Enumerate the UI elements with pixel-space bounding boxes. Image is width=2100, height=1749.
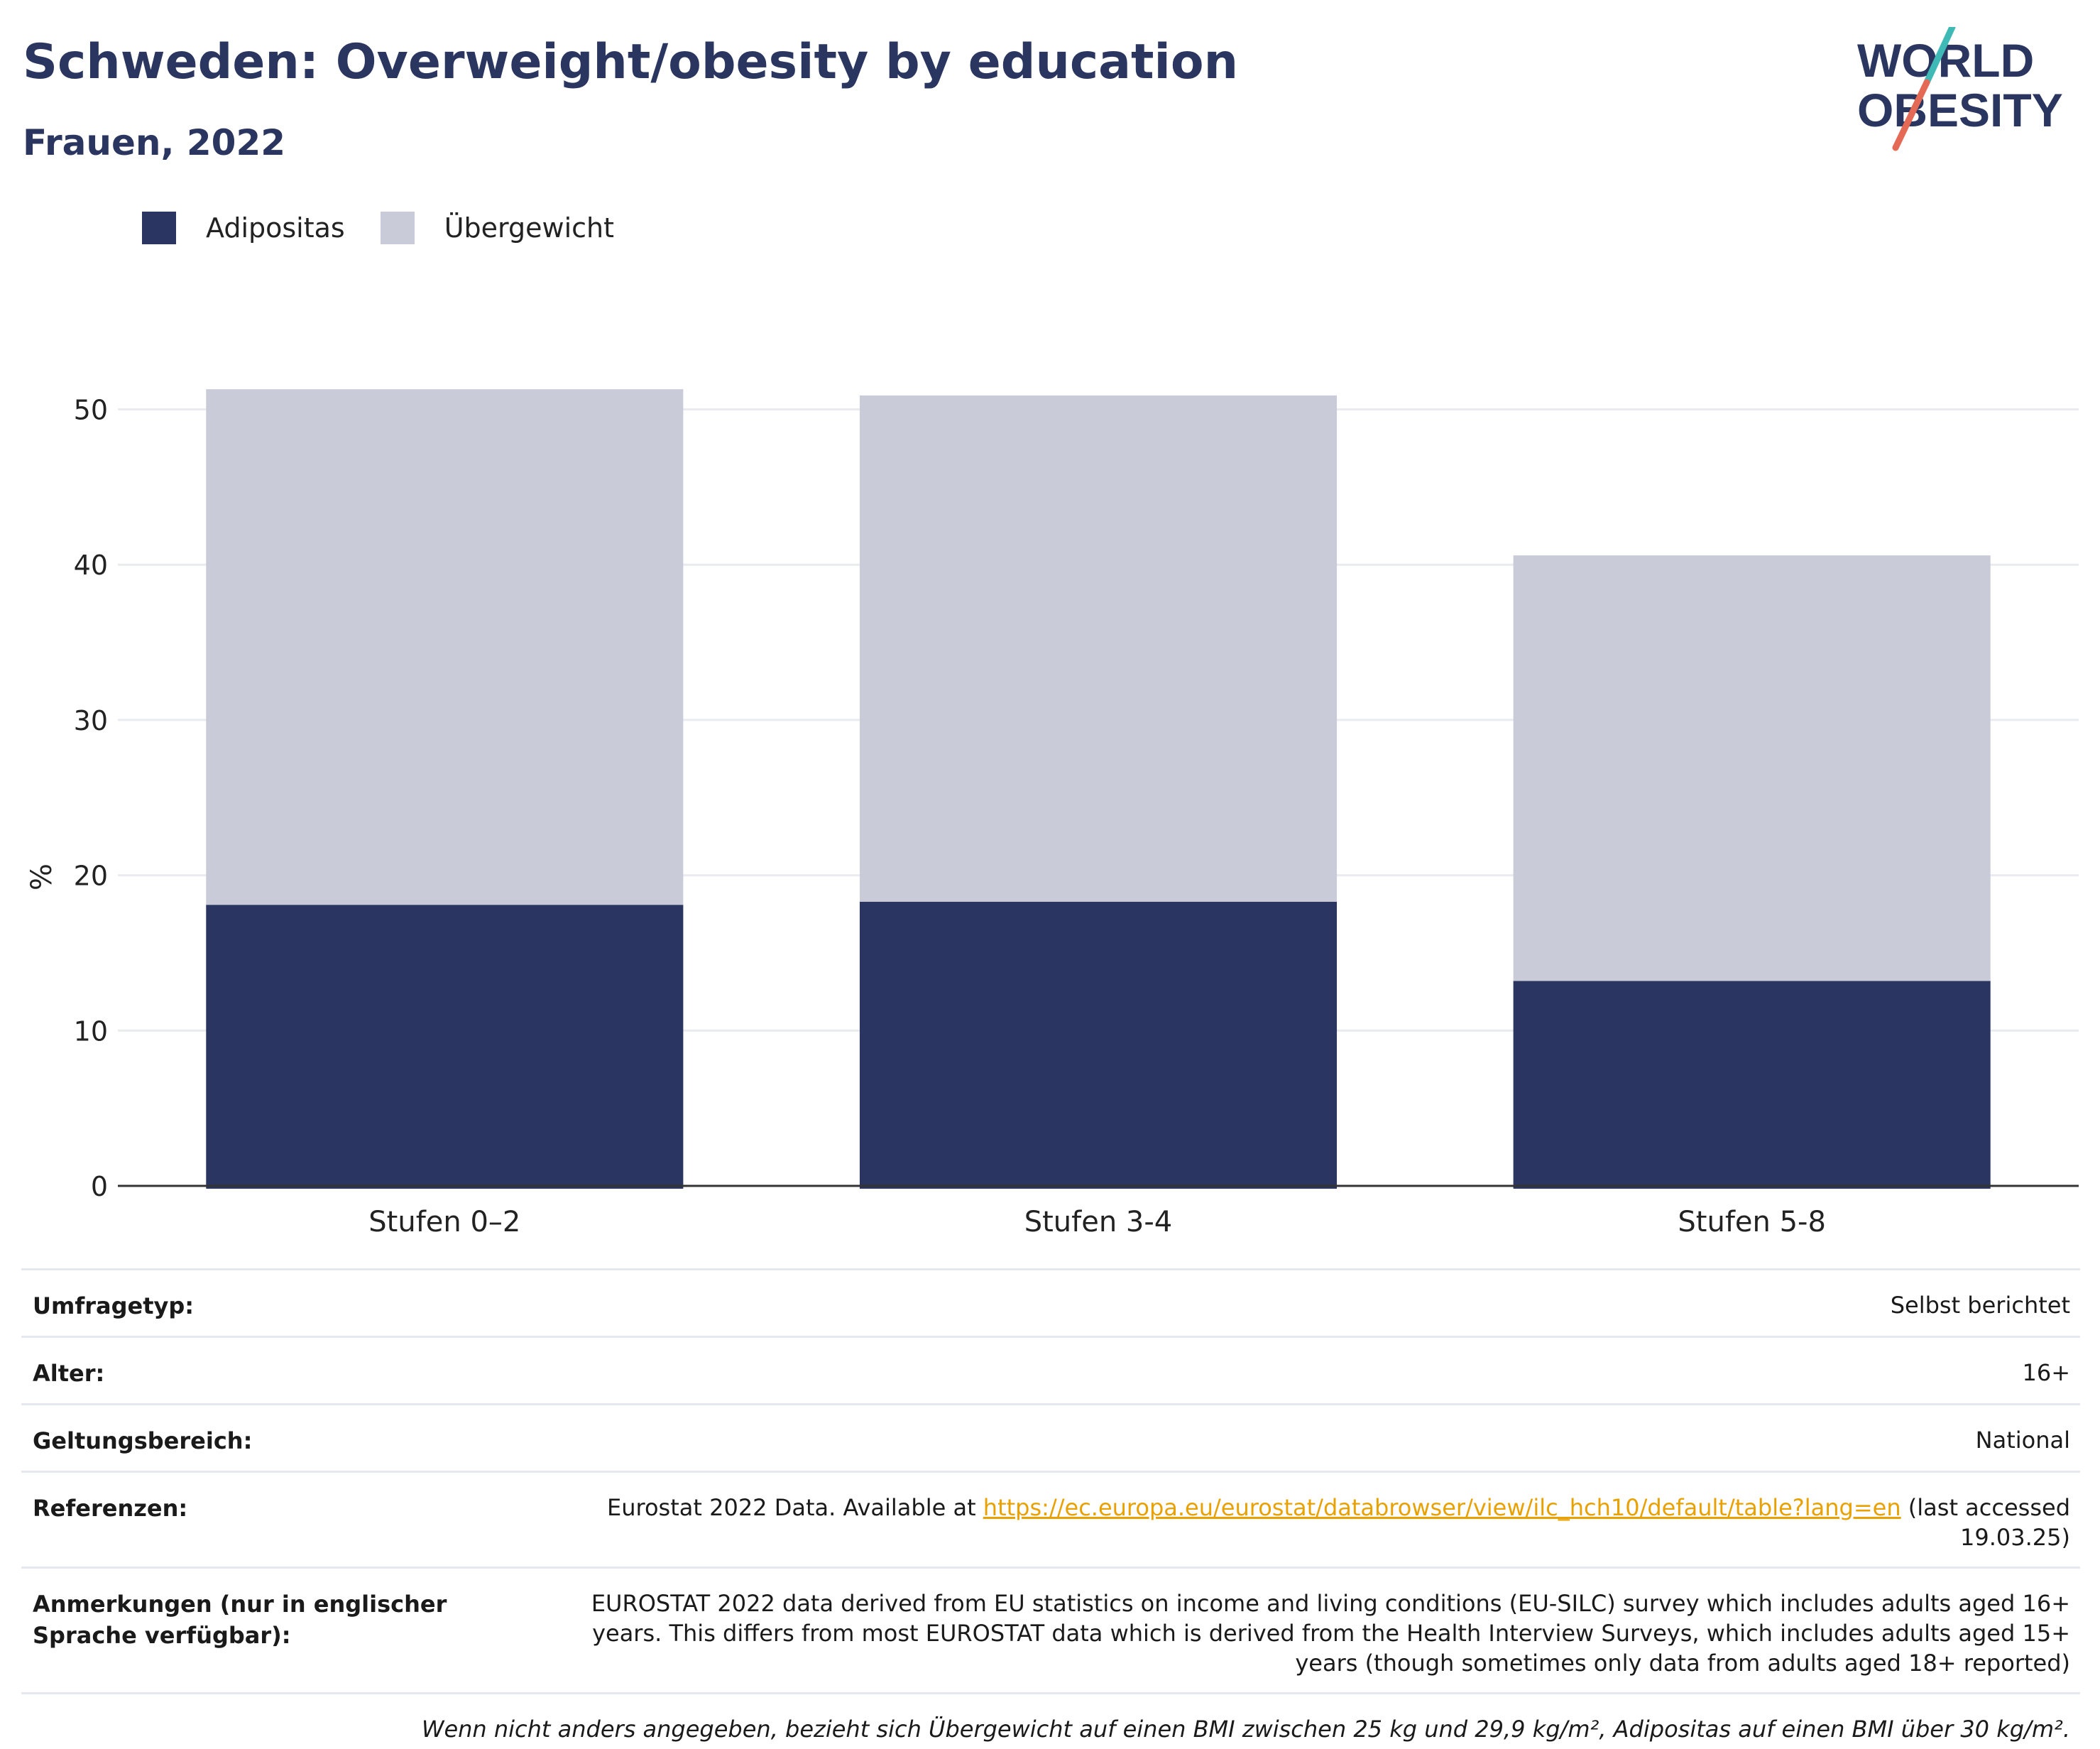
legend-item-obesity[interactable]: Adipositas	[142, 212, 345, 244]
y-tick-label: 10	[74, 1015, 108, 1047]
bar-segment-overweight	[859, 395, 1338, 902]
meta-key-age: Alter:	[33, 1360, 105, 1387]
references-prefix: Eurostat 2022 Data. Available at	[607, 1494, 983, 1521]
logo-slash-bottom	[1892, 79, 1930, 151]
meta-row-notes: Anmerkungen (nur in englischer Sprache v…	[21, 1567, 2080, 1692]
y-tick-label: 50	[74, 395, 108, 426]
logo-slash-top	[1923, 27, 1956, 86]
legend-label-overweight: Übergewicht	[444, 212, 614, 244]
meta-row-references: Referenzen: Eurostat 2022 Data. Availabl…	[21, 1471, 2080, 1567]
x-tick-label: Stufen 5-8	[1678, 1206, 1826, 1236]
legend-swatch-obesity	[142, 212, 176, 244]
meta-row-scope: Geltungsbereich: National	[21, 1403, 2080, 1471]
logo-text-obesity: OBESITY	[1857, 84, 2063, 136]
meta-row-survey: Umfragetyp: Selbst berichtet	[21, 1268, 2080, 1336]
meta-row-footnote: Wenn nicht anders angegeben, bezieht sic…	[21, 1692, 2080, 1749]
chart-title: Schweden: Overweight/obesity by educatio…	[23, 34, 1238, 90]
bar-segment-obesity	[859, 901, 1338, 1189]
bar-segment-overweight	[206, 389, 684, 905]
references-suffix: (last accessed 19.03.25)	[1901, 1494, 2070, 1551]
meta-value-scope: National	[1975, 1427, 2070, 1454]
y-tick-label: 20	[74, 861, 108, 892]
world-obesity-logo: WORLD OBESITY	[1857, 27, 2063, 151]
bar-segment-overweight	[1513, 555, 1991, 981]
bar-segment-obesity	[1513, 981, 1991, 1189]
y-tick-label: 30	[74, 705, 108, 736]
chart-legend: Adipositas Übergewicht	[142, 212, 650, 244]
meta-key-survey: Umfragetyp:	[33, 1292, 195, 1319]
bar-segment-obesity	[206, 905, 684, 1189]
eurostat-link[interactable]: https://ec.europa.eu/eurostat/databrowse…	[983, 1494, 1901, 1521]
legend-swatch-overweight	[380, 212, 415, 244]
meta-row-age: Alter: 16+	[21, 1336, 2080, 1403]
meta-value-references: Eurostat 2022 Data. Available at https:/…	[544, 1493, 2070, 1552]
meta-key-references: Referenzen:	[33, 1495, 188, 1522]
legend-item-overweight[interactable]: Übergewicht	[380, 212, 614, 244]
y-tick-label: 40	[74, 550, 108, 581]
meta-value-notes: EUROSTAT 2022 data derived from EU stati…	[591, 1590, 2070, 1677]
meta-key-scope: Geltungsbereich:	[33, 1427, 253, 1454]
meta-value-survey: Selbst berichtet	[1890, 1292, 2070, 1319]
y-tick-label: 0	[91, 1171, 108, 1202]
meta-key-notes: Anmerkungen (nur in englischer Sprache v…	[33, 1591, 447, 1649]
x-tick-label: Stufen 0–2	[368, 1206, 520, 1236]
y-axis-label: %	[26, 863, 58, 890]
metadata-table: Umfragetyp: Selbst berichtet Alter: 16+ …	[21, 1268, 2080, 1749]
meta-value-age: 16+	[2022, 1359, 2070, 1386]
chart-subtitle: Frauen, 2022	[23, 122, 286, 163]
legend-label-obesity: Adipositas	[206, 212, 345, 244]
stacked-bar-chart: 0 10 20 30 40 50% Stufen 0–2 Stufen 3-4 Stufen 5…	[26, 389, 2079, 1236]
x-tick-label: Stufen 3-4	[1024, 1206, 1173, 1236]
bmi-footnote: Wenn nicht anders angegeben, bezieht sic…	[421, 1716, 2070, 1743]
